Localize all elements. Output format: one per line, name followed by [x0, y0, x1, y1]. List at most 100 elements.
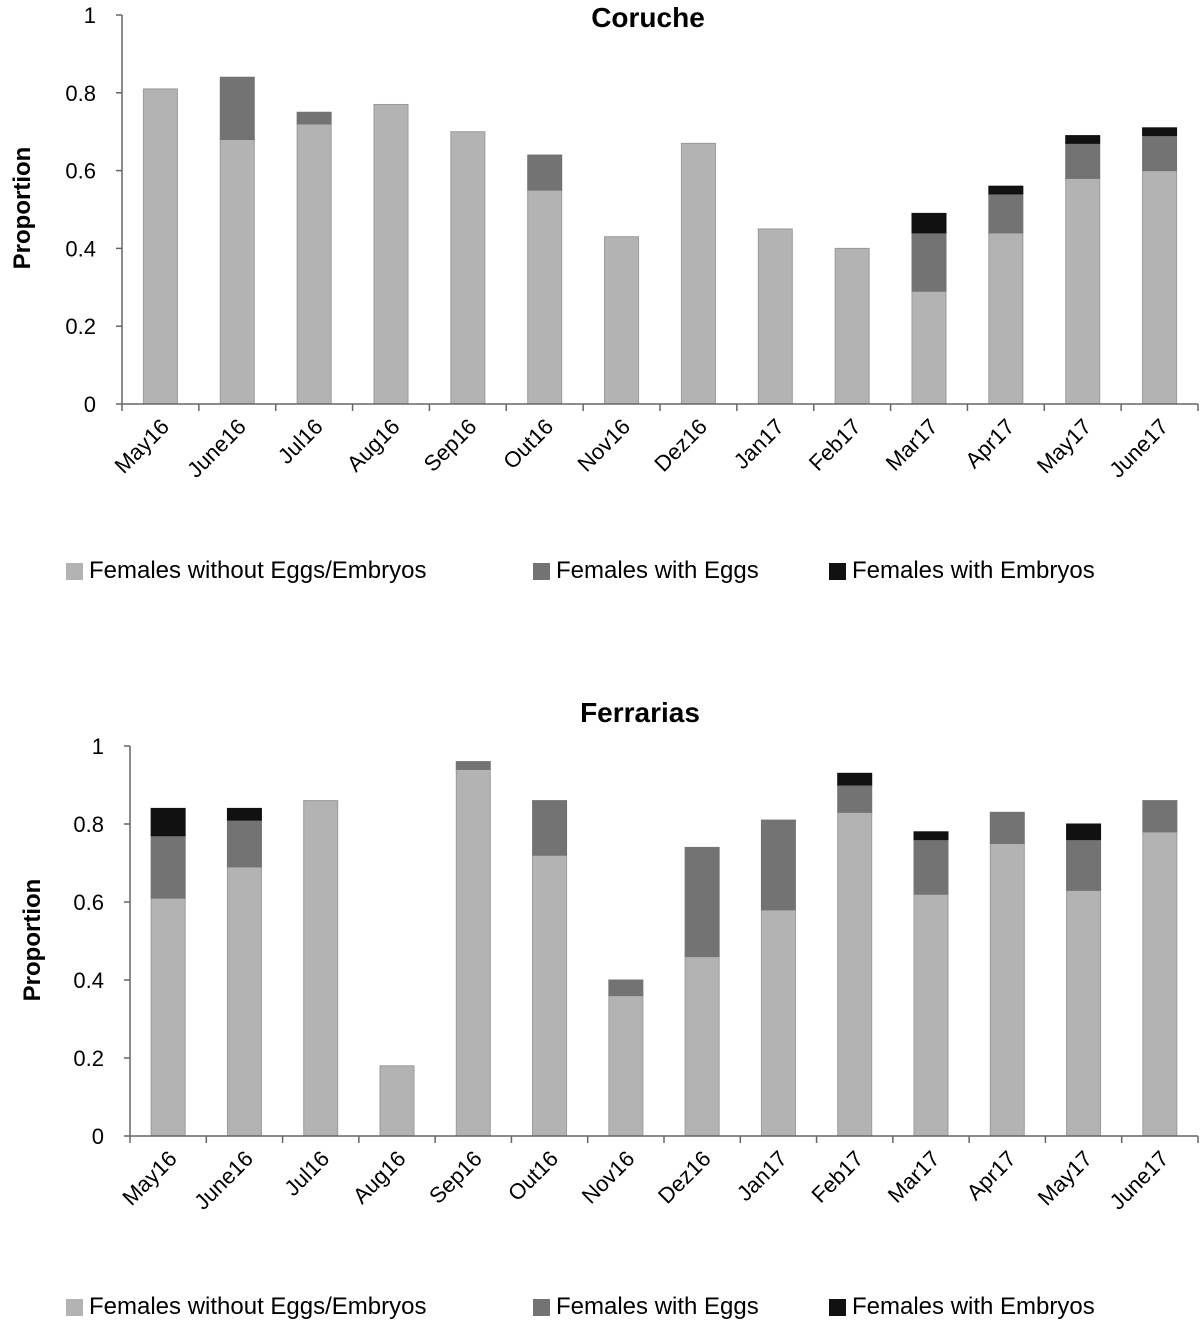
y-tick-label: 0.2 [65, 314, 96, 339]
x-tick-label: May16 [110, 414, 174, 478]
legend: Females without Eggs/Embryos Females wit… [66, 1293, 1095, 1320]
bar-without [303, 800, 339, 1137]
bar-without [142, 88, 178, 405]
x-tick-label: June16 [189, 1146, 258, 1215]
bar-without [988, 232, 1024, 405]
x-tick-label: Jan17 [732, 1146, 792, 1206]
legend-label-eggs: Females with Eggs [556, 557, 759, 584]
bar-without [760, 909, 796, 1137]
bar-without [527, 189, 563, 405]
legend-label-eggs: Females with Eggs [556, 1293, 759, 1320]
axes [121, 15, 1198, 405]
x-tick-label: June16 [182, 414, 251, 483]
bar-without [219, 138, 255, 405]
y-ticks: 0 0.2 0.4 0.6 0.8 1 [65, 3, 122, 417]
bar-eggs [532, 800, 568, 856]
bar-embryos [911, 212, 947, 234]
chart-ferrarias: Ferrarias Proportion 0 0.2 0.4 0.6 0.8 1 May1… [19, 697, 1199, 1320]
bars [142, 76, 1178, 405]
bar-embryos [1142, 127, 1178, 137]
legend-label-embryos: Females with Embryos [852, 1293, 1095, 1320]
chart-title: Ferrarias [580, 697, 700, 728]
bar-eggs [684, 846, 720, 958]
bar-eggs [837, 784, 873, 813]
bar-without [226, 866, 262, 1137]
bar-eggs [296, 111, 332, 125]
bar-without [450, 131, 486, 405]
bar-without [684, 956, 720, 1137]
x-tick-label: June17 [1105, 1146, 1174, 1215]
legend-label-without: Females without Eggs/Embryos [89, 1293, 426, 1320]
bar-embryos [226, 807, 262, 821]
x-ticks: May16 June16 Jul16 Aug16 Sep16 Out16 Nov16 Dez1… [117, 1136, 1199, 1215]
x-tick-label: Out16 [498, 414, 558, 474]
x-tick-label: May16 [117, 1146, 181, 1210]
x-tick-label: Jul16 [279, 1146, 334, 1201]
x-tick-label: Sep16 [419, 414, 482, 477]
x-tick-label: Nov16 [572, 414, 635, 477]
x-tick-label: Jan17 [729, 414, 789, 474]
bar-without [296, 123, 332, 405]
bar-eggs [455, 761, 491, 770]
y-axis-label: Proportion [19, 879, 46, 1002]
bar-without [989, 843, 1025, 1137]
bar-embryos [1066, 823, 1102, 841]
y-tick-label: 0 [92, 1124, 104, 1149]
bar-without [532, 854, 568, 1137]
x-tick-label: Apr17 [960, 414, 1019, 473]
bar-without [608, 995, 644, 1137]
bar-eggs [608, 979, 644, 997]
bar-without [680, 142, 716, 405]
bar-without [604, 236, 640, 405]
y-tick-label: 0.6 [73, 890, 104, 915]
x-tick-label: Feb17 [804, 414, 866, 476]
legend-swatch-without [66, 563, 83, 580]
bar-eggs [1142, 800, 1178, 833]
x-tick-label: Mar17 [881, 414, 943, 476]
legend-swatch-without [66, 1299, 83, 1316]
bar-without [911, 290, 947, 405]
legend-swatch-embryos [829, 563, 846, 580]
bar-without [373, 103, 409, 405]
chart-coruche: Coruche Proportion 00.20.40.60.81 May16 J… [9, 2, 1199, 584]
x-tick-label: Apr17 [962, 1146, 1021, 1205]
chart-title: Coruche [591, 2, 705, 33]
bar-embryos [150, 807, 186, 837]
y-tick-label: 0.8 [65, 81, 96, 106]
legend-swatch-embryos [829, 1299, 846, 1316]
x-tick-label: Sep16 [424, 1146, 487, 1209]
y-tick-label: 0.2 [73, 1046, 104, 1071]
bar-eggs [1142, 135, 1178, 172]
bar-without [1142, 831, 1178, 1137]
bar-eggs [219, 76, 255, 140]
bar-eggs [760, 819, 796, 911]
axes [129, 746, 1198, 1137]
x-tick-label: May17 [1032, 414, 1096, 478]
bar-embryos [913, 831, 949, 841]
bar-without [150, 897, 186, 1137]
bar-embryos [837, 772, 873, 786]
x-tick-label: Dez16 [649, 414, 712, 477]
bar-embryos [988, 185, 1024, 195]
bar-eggs [1065, 142, 1101, 179]
y-tick-label: 0.6 [65, 159, 96, 184]
bar-without [837, 811, 873, 1137]
legend: Females without Eggs/Embryos Females wit… [66, 557, 1095, 584]
y-ticks: 0 0.2 0.4 0.6 0.8 1 [73, 734, 130, 1149]
legend-label-embryos: Females with Embryos [852, 557, 1095, 584]
x-tick-label: Out16 [503, 1146, 563, 1206]
legend-swatch-eggs [533, 563, 550, 580]
bar-without [1066, 889, 1102, 1137]
bar-without [913, 893, 949, 1137]
x-tick-label: Dez16 [653, 1146, 716, 1209]
x-tick-label: Mar17 [883, 1146, 945, 1208]
bar-without [1142, 170, 1178, 405]
bar-without [455, 768, 491, 1137]
x-ticks: May16 June16 Jul16 Aug16 Sep16 Out16 Nov16 Dez1… [110, 404, 1199, 483]
x-tick-label: May17 [1033, 1146, 1097, 1210]
bar-eggs [1066, 839, 1102, 891]
bar-without [1065, 177, 1101, 405]
y-tick-label: 0 [84, 392, 96, 417]
bar-without [379, 1065, 415, 1137]
bars [150, 761, 1178, 1137]
